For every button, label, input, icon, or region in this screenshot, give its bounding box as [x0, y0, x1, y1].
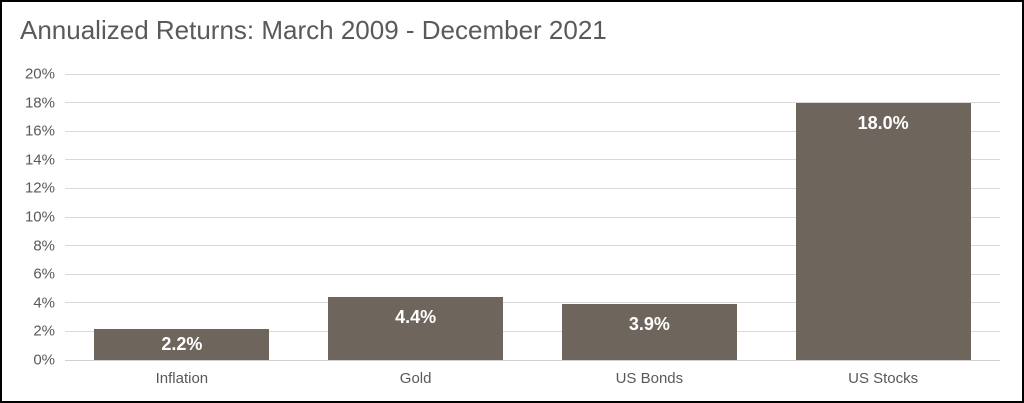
y-tick-label: 20%	[24, 65, 55, 83]
bar-value-label: 2.2%	[161, 334, 203, 355]
plot-area: 2.2% 4.4% 3.9% 18.0%	[65, 73, 1000, 361]
y-gridline	[65, 73, 1000, 75]
y-tick-label: 14%	[24, 151, 55, 169]
y-gridline	[65, 187, 1000, 189]
bar-value-label: 4.4%	[395, 307, 437, 328]
bar-us-bonds: 3.9%	[561, 304, 737, 360]
x-category-label: Gold	[399, 370, 432, 387]
y-gridline	[65, 245, 1000, 247]
chart-title: Annualized Returns: March 2009 - Decembe…	[20, 15, 607, 45]
x-axis-line	[65, 359, 1000, 361]
y-axis: 0% 2% 4% 6% 8% 10% 12% 14% 16% 18% 20%	[2, 66, 55, 369]
bar-inflation: 2.2%	[94, 328, 270, 360]
y-gridline	[65, 102, 1000, 104]
y-tick-label: 12%	[24, 179, 55, 197]
y-gridline	[65, 159, 1000, 161]
y-tick-label: 10%	[24, 208, 55, 226]
y-tick-label: 4%	[33, 294, 55, 312]
bar-value-label: 18.0%	[857, 112, 909, 133]
bar-gold: 4.4%	[328, 297, 504, 360]
bar-us-stocks: 18.0%	[795, 102, 971, 360]
y-tick-label: 0%	[33, 351, 55, 369]
y-tick-label: 18%	[24, 94, 55, 112]
y-tick-label: 16%	[24, 122, 55, 140]
x-category-label: Inflation	[155, 370, 209, 387]
x-category-label: US Bonds	[615, 370, 684, 387]
y-gridline	[65, 216, 1000, 218]
x-axis: Inflation Gold US Bonds US Stocks	[65, 370, 1000, 390]
x-category-label: US Stocks	[848, 370, 919, 387]
y-gridline	[65, 273, 1000, 275]
y-tick-label: 2%	[33, 322, 55, 340]
bar-value-label: 3.9%	[628, 314, 670, 335]
y-gridline	[65, 330, 1000, 332]
y-gridline	[65, 130, 1000, 132]
y-tick-label: 8%	[33, 237, 55, 255]
y-gridline	[65, 302, 1000, 304]
y-tick-label: 6%	[33, 265, 55, 283]
